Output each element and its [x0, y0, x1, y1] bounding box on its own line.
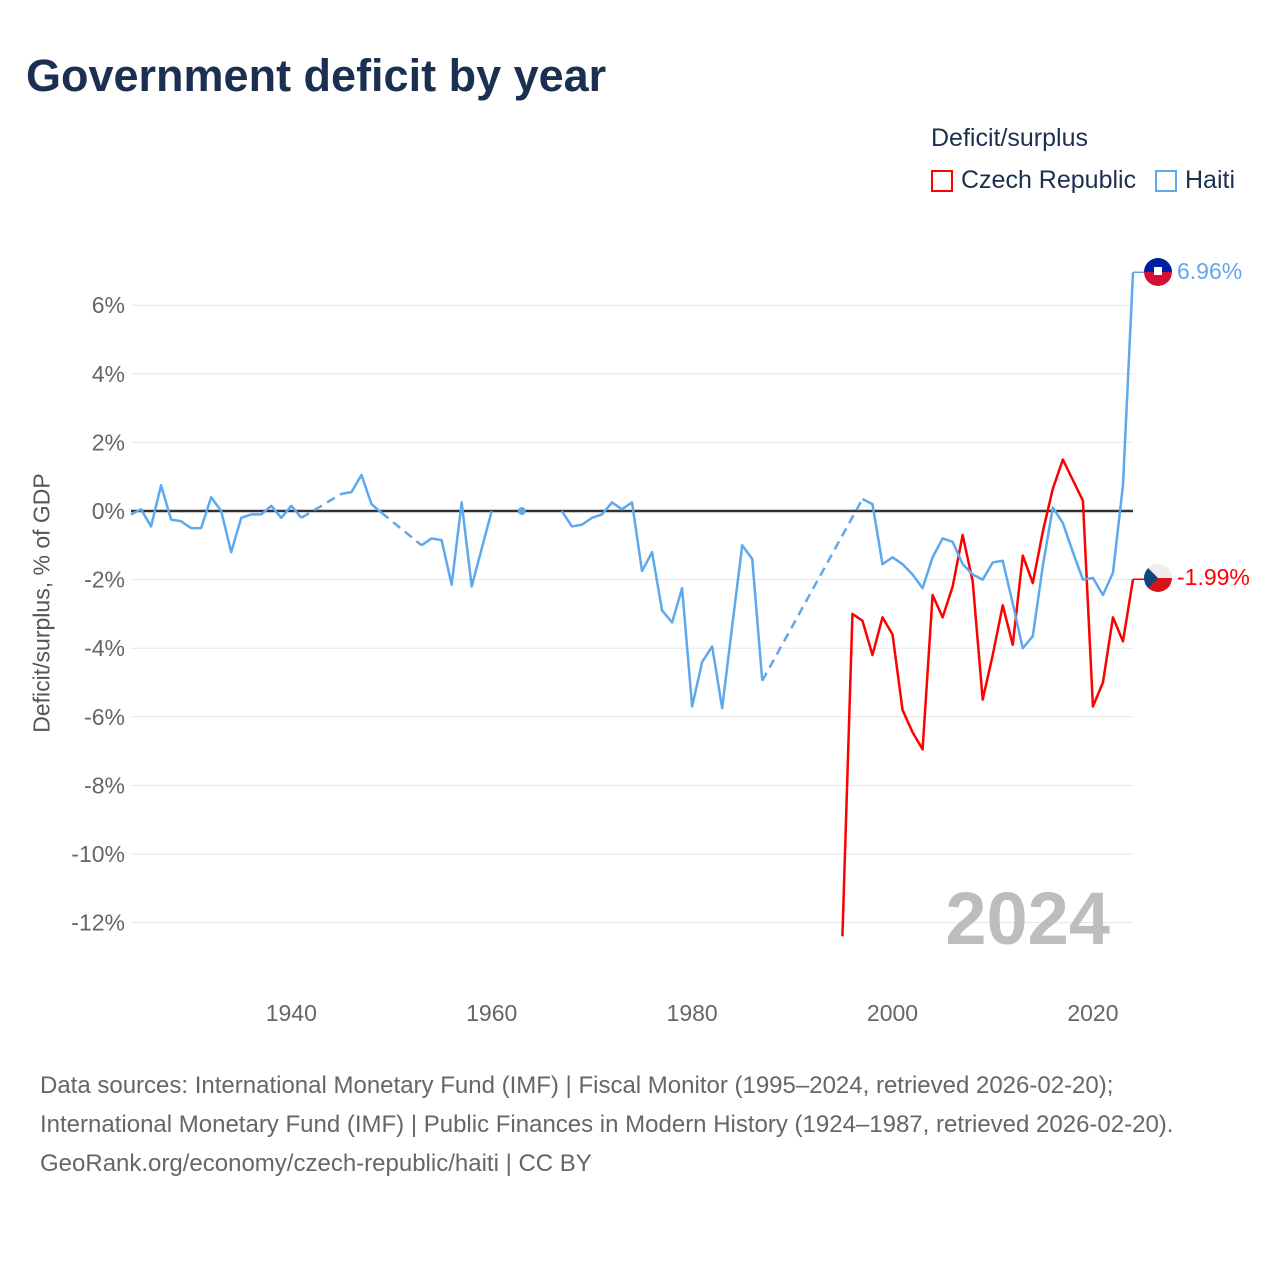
- data-point: [517, 507, 526, 515]
- y-tick-label: 4%: [92, 361, 125, 387]
- series-line: [130, 484, 303, 554]
- y-tick-label: -12%: [71, 910, 125, 936]
- legend-title: Deficit/surplus: [931, 124, 1088, 152]
- haiti-flag-icon: [1144, 258, 1172, 286]
- y-tick-label: 6%: [92, 292, 125, 318]
- year-watermark: 2024: [945, 877, 1110, 960]
- series-line: [560, 501, 764, 710]
- y-tick-label: -8%: [84, 772, 125, 798]
- x-tick-label: 1960: [466, 1000, 517, 1026]
- x-tick-label: 1980: [667, 1000, 718, 1026]
- series-line: [861, 272, 1135, 650]
- x-tick-label: 1940: [266, 1000, 317, 1026]
- credit-link[interactable]: GeoRank.org/economy/czech-republic/haiti…: [40, 1150, 592, 1177]
- interpolated-line: [380, 511, 423, 547]
- series-czech-republic: [841, 458, 1146, 937]
- series-haiti: [130, 271, 1146, 710]
- haiti-end-label: 6.96%: [1177, 258, 1242, 284]
- series-line: [420, 501, 493, 588]
- x-tick-label: 2020: [1067, 1000, 1118, 1026]
- legend-swatch-czech: [931, 169, 953, 192]
- y-tick-label: 2%: [92, 429, 125, 455]
- interpolated-line: [300, 492, 343, 519]
- chart-title: Government deficit by year: [26, 50, 607, 101]
- data-sources: Data sources: International Monetary Fun…: [40, 1072, 1174, 1138]
- interpolated-line: [761, 498, 864, 682]
- y-tick-label: -2%: [84, 567, 125, 593]
- czech-flag-icon: [1144, 564, 1172, 592]
- legend-item-haiti[interactable]: Haiti: [1155, 166, 1235, 195]
- y-tick-label: -4%: [84, 635, 125, 661]
- czech-end-label: -1.99%: [1177, 564, 1250, 590]
- y-tick-label: -10%: [71, 841, 125, 867]
- footer: Data sources: International Monetary Fun…: [40, 1066, 1240, 1183]
- x-tick-label: 2000: [867, 1000, 918, 1026]
- legend-item-czech-republic[interactable]: Czech Republic: [931, 166, 1136, 195]
- legend-label-haiti: Haiti: [1185, 166, 1236, 194]
- series-line: [341, 473, 383, 514]
- series-line: [841, 458, 1135, 937]
- y-tick-label: -6%: [84, 704, 125, 730]
- legend-swatch-haiti: [1155, 169, 1177, 192]
- legend-label-czech: Czech Republic: [961, 166, 1137, 194]
- y-tick-label: 0%: [92, 498, 125, 524]
